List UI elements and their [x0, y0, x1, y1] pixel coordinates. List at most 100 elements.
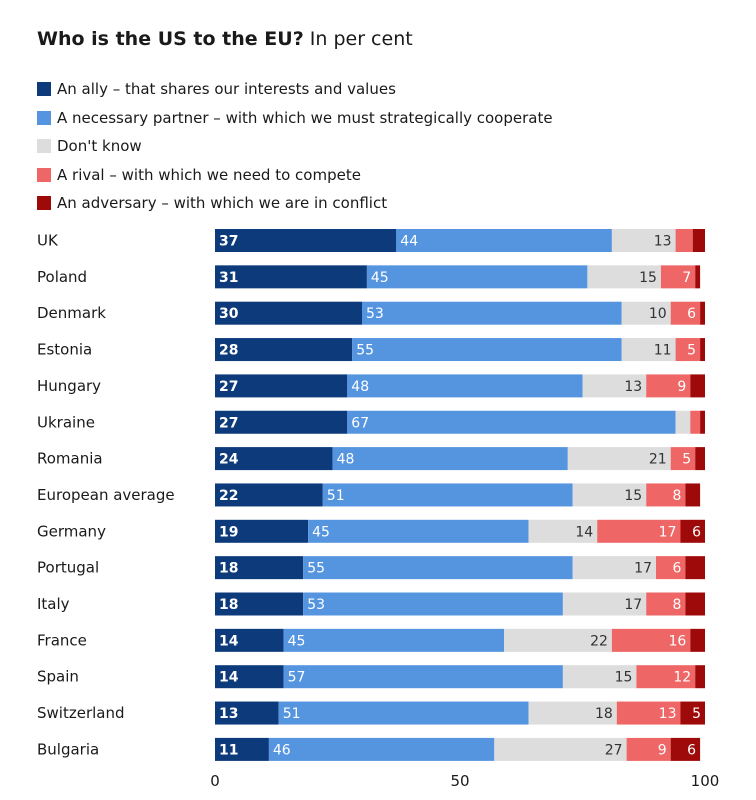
bar-uk-a-necessary: [396, 229, 612, 252]
value-label-uk-don-t: 13: [654, 234, 672, 250]
legend: An ally – that shares our interests and …: [37, 75, 553, 218]
value-label-european-average-don-t: 15: [624, 488, 642, 504]
bar-ukraine-an-adversary: [700, 410, 705, 434]
bar-estonia-a-necessary: [352, 338, 622, 362]
bar-romania-an-adversary: [695, 447, 705, 471]
value-label-switzerland-don-t: 18: [595, 706, 613, 722]
value-label-italy-don-t: 17: [624, 597, 642, 613]
value-label-france-an-ally: 14: [219, 633, 239, 649]
bar-portugal-an-ally: [215, 556, 304, 580]
value-label-bulgaria-an-adversary: 6: [687, 742, 696, 758]
value-label-france-a-rival: 16: [668, 633, 686, 649]
bar-france-an-ally: [215, 628, 284, 652]
legend-item-partner: A necessary partner – with which we must…: [37, 104, 553, 133]
legend-item-adversary: An adversary – with which we are in conf…: [37, 189, 553, 218]
bar-romania-don-t: [567, 447, 671, 471]
bar-switzerland-a-rival: [616, 701, 681, 725]
value-label-switzerland-a-necessary: 51: [283, 706, 301, 722]
bar-hungary-a-necessary: [347, 374, 583, 398]
bar-ukraine-an-ally: [215, 410, 348, 434]
bar-uk-don-t: [611, 229, 676, 252]
bar-switzerland-a-necessary: [278, 701, 529, 725]
bar-poland-don-t: [587, 265, 661, 289]
category-label-italy: Italy: [37, 595, 70, 613]
bar-spain-an-adversary: [695, 665, 705, 689]
bar-italy-a-necessary: [303, 592, 563, 616]
bar-switzerland-an-ally: [215, 701, 279, 725]
value-label-germany-an-adversary: 6: [692, 524, 701, 540]
value-label-estonia-an-ally: 28: [219, 343, 238, 359]
value-label-portugal-don-t: 17: [634, 561, 652, 577]
bar-switzerland-an-adversary: [680, 701, 705, 725]
bar-estonia-an-adversary: [700, 338, 705, 362]
legend-swatch-dont-know: [37, 139, 51, 154]
bar-estonia-a-rival: [675, 338, 701, 362]
value-label-bulgaria-a-necessary: 46: [273, 742, 291, 758]
value-label-european-average-a-necessary: 51: [327, 488, 345, 504]
bar-denmark-a-rival: [670, 301, 701, 325]
value-label-denmark-a-rival: 6: [687, 306, 696, 322]
legend-item-dont-know: Don't know: [37, 132, 553, 161]
bar-european-average-an-adversary: [685, 483, 701, 507]
value-label-italy-a-necessary: 53: [307, 597, 325, 613]
bar-bulgaria-a-necessary: [268, 737, 495, 761]
bar-estonia-an-ally: [215, 338, 353, 362]
bar-romania-an-ally: [215, 447, 333, 471]
value-label-poland-a-rival: 7: [682, 270, 691, 286]
value-label-romania-don-t: 21: [649, 452, 667, 468]
value-label-italy-an-ally: 18: [219, 597, 238, 613]
bar-uk-an-adversary: [692, 229, 705, 252]
bar-uk-a-rival: [675, 229, 693, 252]
value-label-portugal-a-rival: 6: [672, 561, 681, 577]
value-label-france-a-necessary: 45: [288, 633, 306, 649]
value-label-portugal-an-ally: 18: [219, 561, 238, 577]
bar-france-an-adversary: [690, 628, 705, 652]
bar-european-average-don-t: [572, 483, 647, 507]
value-label-denmark-a-necessary: 53: [366, 306, 384, 322]
legend-label-adversary: An adversary – with which we are in conf…: [57, 194, 388, 213]
value-label-spain-a-rival: 12: [673, 670, 691, 686]
value-label-hungary-a-necessary: 48: [351, 379, 369, 395]
value-label-romania-a-necessary: 48: [337, 452, 355, 468]
category-label-european-average: European average: [37, 486, 175, 504]
bar-denmark-an-ally: [215, 301, 362, 325]
bar-ukraine-don-t: [675, 410, 691, 434]
value-label-germany-a-necessary: 45: [312, 524, 330, 540]
bar-romania-a-necessary: [332, 447, 568, 471]
value-label-poland-an-ally: 31: [219, 270, 238, 286]
bar-denmark-don-t: [621, 301, 671, 325]
value-label-hungary-a-rival: 9: [677, 379, 686, 395]
bar-france-a-rival: [611, 628, 691, 652]
category-label-romania: Romania: [37, 450, 103, 468]
value-label-germany-don-t: 14: [575, 524, 593, 540]
bar-bulgaria-an-adversary: [670, 737, 701, 761]
value-label-switzerland-a-rival: 13: [659, 706, 677, 722]
value-label-switzerland-an-ally: 13: [219, 706, 238, 722]
bar-germany-an-ally: [215, 519, 309, 543]
value-label-romania-an-ally: 24: [219, 452, 239, 468]
value-label-spain-an-ally: 14: [219, 670, 239, 686]
x-tick-label-0: 0: [210, 772, 220, 790]
value-label-ukraine-an-ally: 27: [219, 415, 238, 431]
value-label-estonia-a-rival: 5: [687, 343, 696, 359]
category-label-france: France: [37, 631, 87, 649]
chart-title: Who is the US to the EU? In per cent: [37, 28, 413, 50]
bar-hungary-an-ally: [215, 374, 348, 398]
bar-spain-a-necessary: [283, 665, 563, 689]
value-label-hungary-don-t: 13: [624, 379, 642, 395]
legend-label-dont-know: Don't know: [57, 137, 142, 156]
bar-portugal-an-adversary: [685, 556, 705, 580]
value-label-france-don-t: 22: [590, 633, 608, 649]
value-label-portugal-a-necessary: 55: [307, 561, 325, 577]
bar-germany-a-necessary: [308, 519, 529, 543]
bar-portugal-don-t: [572, 556, 656, 580]
bar-poland-an-adversary: [695, 265, 701, 289]
value-label-european-average-an-ally: 22: [219, 488, 238, 504]
legend-swatch-ally: [37, 82, 51, 97]
value-label-hungary-an-ally: 27: [219, 379, 238, 395]
category-label-portugal: Portugal: [37, 559, 99, 577]
value-label-uk-a-necessary: 44: [400, 234, 418, 250]
bar-spain-don-t: [562, 665, 637, 689]
legend-swatch-partner: [37, 110, 51, 125]
